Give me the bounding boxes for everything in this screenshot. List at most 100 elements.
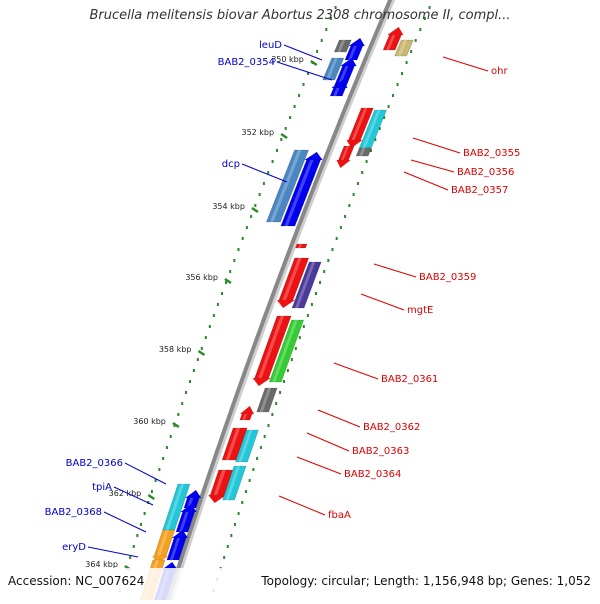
ruler-dot-right [256, 457, 259, 460]
gene-block-blue-4-highlight [179, 512, 189, 532]
ruler-dot-left [229, 270, 232, 273]
gene-label-leader [317, 409, 361, 428]
gene-block-fbaa[interactable] [222, 465, 247, 501]
gene-block-blue-dcp-highlight [284, 160, 314, 226]
ruler-dot-left [245, 226, 248, 229]
ruler-dot-right [314, 292, 317, 295]
ruler-dot-left [275, 149, 278, 152]
gene-label[interactable]: BAB2_0354 [218, 57, 275, 68]
gene-block-cyan-1[interactable] [235, 429, 259, 463]
gene-label[interactable]: BAB2_0362 [363, 422, 420, 433]
ruler-dot-right [286, 369, 289, 372]
gene-block-dcp-highlight [269, 150, 302, 222]
tick-label: 364 kbp [85, 560, 118, 569]
ruler-dot-right [302, 325, 305, 328]
gene-block-tan[interactable] [394, 39, 414, 57]
ruler-dot-left [162, 457, 165, 460]
ruler-dot-left [316, 50, 319, 53]
gene-label-leader [306, 432, 350, 452]
gene-label[interactable]: BAB2_0366 [66, 458, 123, 469]
ruler-dot-left [150, 490, 153, 493]
gene-label[interactable]: leuD [259, 40, 282, 51]
gene-block-bab2-0359-arrowhead [277, 300, 295, 308]
gene-label[interactable]: BAB2_0368 [45, 507, 102, 518]
gene-label[interactable]: BAB2_0357 [451, 185, 508, 196]
tick-mark [224, 277, 232, 285]
gene-block-leud[interactable] [333, 39, 352, 53]
gene-label[interactable]: BAB2_0355 [463, 148, 520, 159]
ruler-dot-right [352, 193, 355, 196]
ruler-dot-right [383, 116, 386, 119]
ruler-dot-left [262, 182, 265, 185]
ruler-dot-right [252, 468, 255, 471]
tick-mark [172, 421, 180, 429]
gene-block-bab2-0362[interactable] [256, 387, 278, 413]
gene-block-bab2-0354-highlight [325, 58, 338, 80]
ruler-dot-left [302, 83, 305, 86]
gene-label[interactable]: tpiA [92, 482, 112, 493]
ruler-dot-left [188, 380, 191, 383]
ruler-dot-right [226, 545, 229, 548]
gene-label[interactable]: BAB2_0361 [381, 374, 438, 385]
ruler-dot-left [208, 325, 211, 328]
ruler-dot-left [280, 138, 283, 141]
gene-label[interactable]: BAB2_0359 [419, 272, 476, 283]
ruler-dot-left [158, 468, 161, 471]
gene-block-tiny-red[interactable] [295, 243, 308, 249]
gene-block-bab2-0354[interactable] [322, 57, 345, 81]
ruler-dot-left [139, 523, 142, 526]
gene-label[interactable]: BAB2_0356 [457, 167, 514, 178]
gene-label[interactable]: eryD [62, 542, 86, 553]
gene-label[interactable]: BAB2_0363 [352, 446, 409, 457]
ruler-dot-right [405, 61, 408, 64]
ruler-dot-right [271, 413, 274, 416]
gene-label-leader [410, 159, 455, 173]
ruler-dot-right [392, 94, 395, 97]
gene-block-bab2-0364-arrowhead [208, 495, 227, 503]
ruler-dot-left [165, 446, 168, 449]
gene-label[interactable]: fbaA [328, 510, 351, 521]
ruler-dot-left [192, 369, 195, 372]
gene-label-leader [442, 56, 489, 72]
gene-label-leader [360, 293, 405, 311]
gene-label[interactable]: BAB2_0364 [344, 469, 401, 480]
backbone-shadow [167, 0, 396, 604]
tick-label: 358 kbp [159, 345, 192, 354]
ruler-dot-left [293, 105, 296, 108]
ruler-dot-left [154, 479, 157, 482]
gene-block-mgte-highlight [295, 262, 316, 308]
gene-label[interactable]: mgtE [407, 305, 433, 316]
gene-block-bab2-0359-highlight [282, 258, 302, 300]
gene-block-tiny-red-highlight [297, 244, 303, 248]
ruler-dot-right [282, 380, 285, 383]
gene-label[interactable]: ohr [491, 66, 508, 77]
gene-block-dcp[interactable] [265, 149, 309, 223]
gene-block-tpia-arrowhead [185, 490, 202, 498]
ruler-dot-right [396, 83, 399, 86]
gene-label-leader [276, 61, 333, 81]
gene-block-green[interactable] [268, 319, 305, 383]
gene-block-mgte[interactable] [291, 261, 322, 309]
tick-mark [280, 132, 288, 140]
ruler-dot-right [419, 28, 422, 31]
gene-block-bab2-0363[interactable] [221, 427, 248, 461]
ruler-dot-left [334, 6, 337, 9]
gene-label[interactable]: dcp [222, 159, 240, 170]
ruler-dot-right [331, 248, 334, 251]
gene-block-erye-arrowhead [172, 530, 189, 538]
ruler-dot-right [410, 50, 413, 53]
gene-block-bab2-0357[interactable] [355, 147, 372, 157]
tick-mark [197, 349, 206, 357]
ruler-dot-left [320, 39, 323, 42]
gene-block-blue-3-highlight [333, 88, 340, 96]
gene-block-fbaa-highlight [225, 466, 241, 500]
ruler-dot-left [129, 556, 132, 559]
ruler-dot-left [225, 281, 228, 284]
gene-block-small-red-arrowhead [336, 160, 351, 168]
ruler-dot-right [414, 39, 417, 42]
gene-label-leader [333, 362, 379, 380]
gene-block-blue-1-arrowhead [348, 38, 365, 46]
ruler-dot-left [200, 347, 203, 350]
